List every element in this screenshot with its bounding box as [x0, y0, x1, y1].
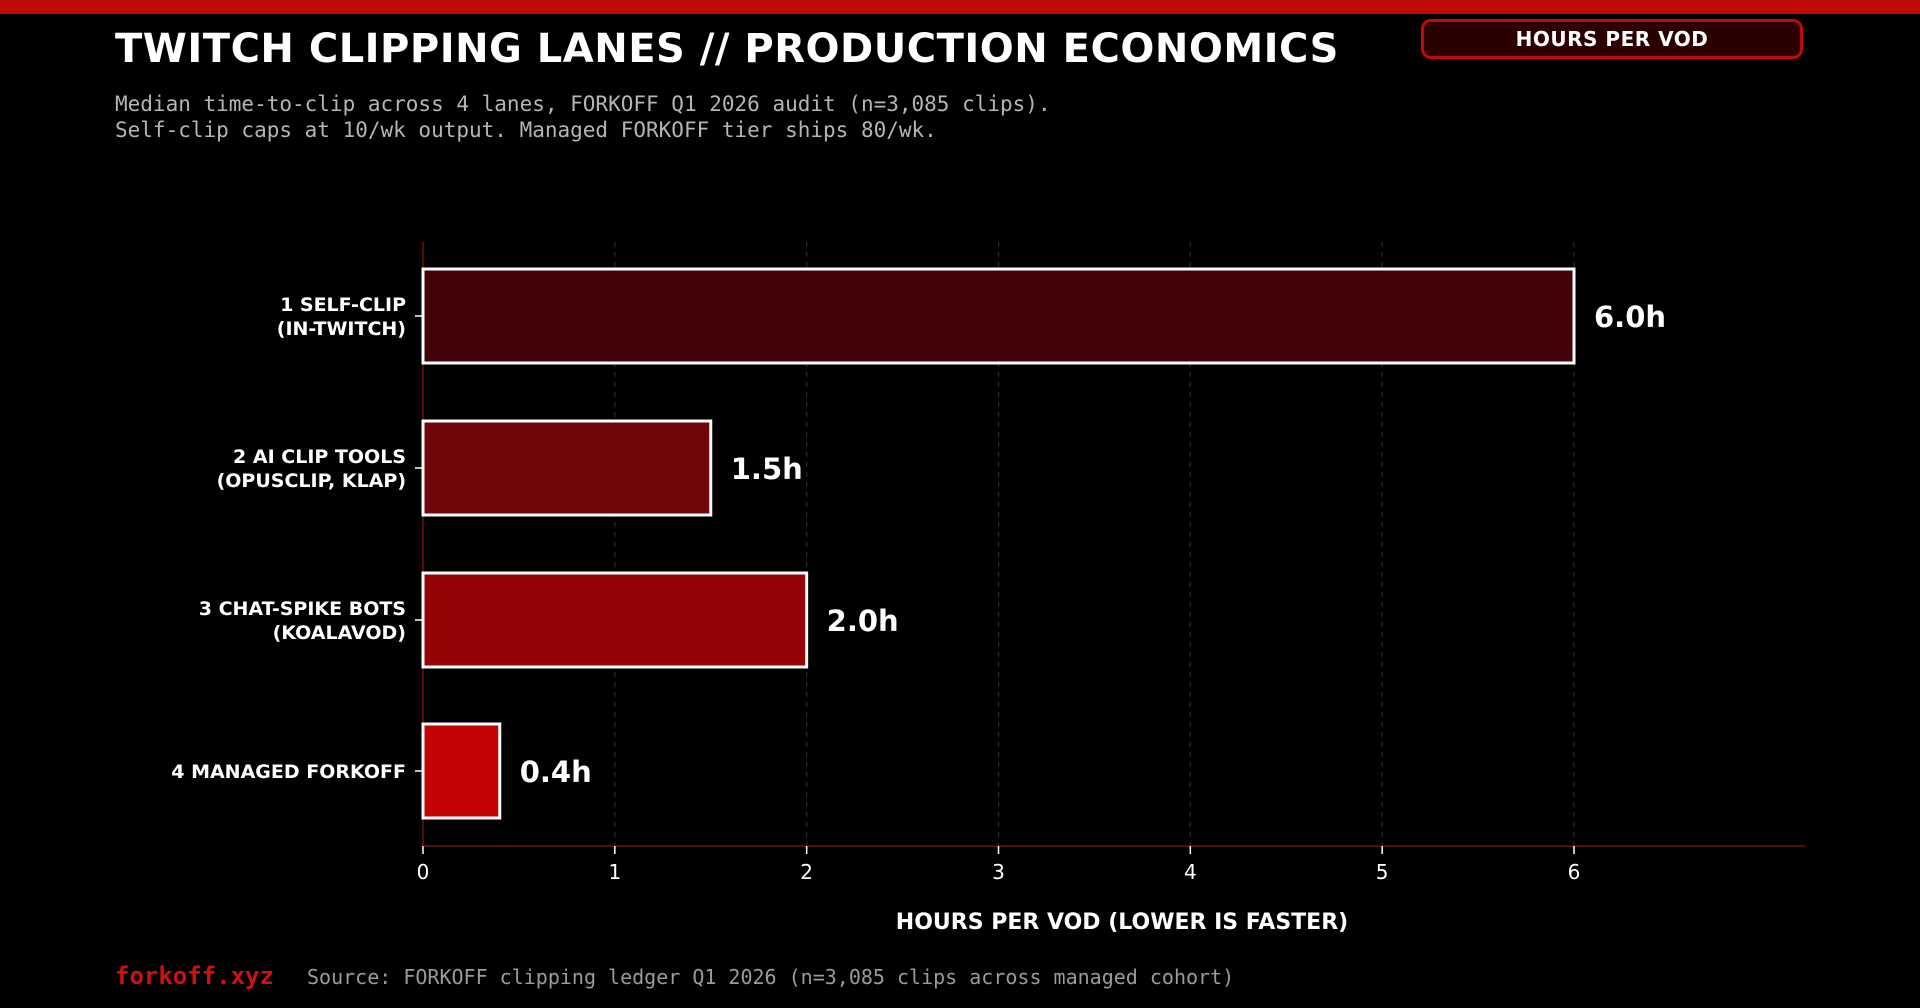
bar-1	[421, 267, 1576, 365]
category-label-3-line-1: 3 CHAT-SPIKE BOTS	[199, 598, 406, 620]
unit-badge: HOURS PER VOD	[1421, 19, 1803, 59]
bar-2	[421, 419, 713, 517]
x-tick-label-6: 6	[1568, 860, 1581, 884]
x-axis-title: HOURS PER VOD (LOWER IS FASTER)	[896, 910, 1348, 935]
x-tick-label-4: 4	[1184, 860, 1197, 884]
bar-3	[421, 571, 809, 669]
category-label-1-line-1: 1 SELF-CLIP	[280, 294, 406, 316]
x-tick-label-5: 5	[1376, 860, 1389, 884]
x-tick-label-3: 3	[992, 860, 1005, 884]
category-label-3-line-2: (KOALAVOD)	[273, 622, 406, 644]
data-label-4: 0.4h	[520, 755, 592, 789]
chart-subtitle-line-2: Self-clip caps at 10/wk output. Managed …	[115, 118, 937, 142]
bar-4	[421, 722, 502, 820]
data-label-1: 6.0h	[1594, 300, 1666, 334]
x-tick-label-0: 0	[417, 860, 430, 884]
x-tick-label-1: 1	[608, 860, 621, 884]
x-tick-label-2: 2	[800, 860, 813, 884]
data-label-3: 2.0h	[827, 604, 899, 638]
category-label-2-line-1: 2 AI CLIP TOOLS	[233, 446, 406, 468]
source-note: Source: FORKOFF clipping ledger Q1 2026 …	[307, 965, 1235, 989]
category-label-2-line-2: (OPUSCLIP, KLAP)	[217, 470, 406, 492]
data-label-2: 1.5h	[731, 452, 803, 486]
category-label-1-line-2: (IN-TWITCH)	[277, 318, 406, 340]
chart-title: TWITCH CLIPPING LANES // PRODUCTION ECON…	[115, 26, 1339, 72]
chart-subtitle-line-1: Median time-to-clip across 4 lanes, FORK…	[115, 92, 1051, 116]
category-label-4: 4 MANAGED FORKOFF	[171, 761, 406, 783]
brand-logo-text[interactable]: forkoff.xyz	[115, 962, 274, 990]
top-accent-bar	[0, 0, 1920, 14]
